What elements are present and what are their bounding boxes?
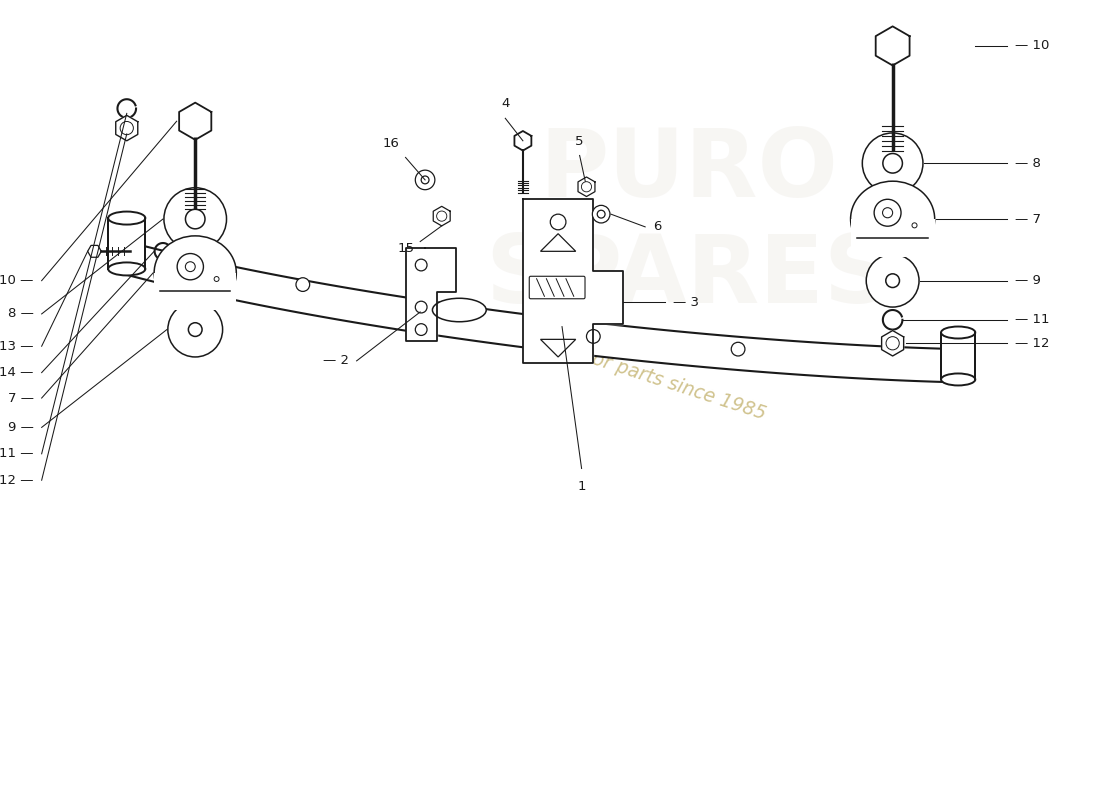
Ellipse shape: [942, 374, 976, 386]
Bar: [154, 273, 236, 310]
Text: 16: 16: [383, 137, 399, 150]
Ellipse shape: [154, 236, 236, 310]
Bar: [850, 219, 935, 257]
Circle shape: [883, 154, 902, 173]
Ellipse shape: [942, 326, 976, 338]
Polygon shape: [522, 199, 623, 363]
Circle shape: [592, 206, 611, 223]
Polygon shape: [126, 242, 958, 382]
Text: 14 —: 14 —: [0, 366, 34, 379]
Ellipse shape: [108, 211, 145, 225]
Circle shape: [177, 254, 204, 280]
Text: 6: 6: [653, 220, 661, 234]
Text: 13 —: 13 —: [0, 340, 34, 353]
Text: — 11: — 11: [1015, 314, 1049, 326]
Circle shape: [912, 223, 917, 228]
Circle shape: [168, 302, 222, 357]
Circle shape: [582, 182, 592, 192]
Polygon shape: [881, 330, 903, 356]
Circle shape: [188, 322, 202, 337]
Circle shape: [120, 122, 133, 134]
Text: 1: 1: [578, 480, 586, 494]
Text: 8 —: 8 —: [8, 307, 34, 321]
Polygon shape: [116, 115, 138, 141]
Text: 4: 4: [502, 98, 509, 110]
Circle shape: [882, 208, 892, 218]
Ellipse shape: [432, 298, 486, 322]
Text: — 9: — 9: [1015, 274, 1041, 287]
Polygon shape: [179, 102, 211, 140]
Text: 9 —: 9 —: [8, 421, 34, 434]
Text: — 7: — 7: [1015, 213, 1041, 226]
Text: — 2: — 2: [322, 354, 349, 367]
Text: 15: 15: [397, 242, 415, 254]
Text: — 8: — 8: [1015, 157, 1041, 170]
Text: 7 —: 7 —: [8, 391, 34, 405]
Ellipse shape: [850, 181, 935, 257]
Circle shape: [421, 176, 429, 184]
Circle shape: [186, 210, 205, 229]
Circle shape: [186, 262, 195, 272]
Circle shape: [866, 254, 918, 307]
Text: — 12: — 12: [1015, 337, 1049, 350]
Circle shape: [586, 330, 601, 343]
Text: 5: 5: [575, 134, 584, 148]
Circle shape: [296, 278, 310, 291]
Circle shape: [164, 188, 227, 250]
Circle shape: [874, 199, 901, 226]
Text: 12 —: 12 —: [0, 474, 34, 486]
Polygon shape: [876, 26, 910, 66]
Polygon shape: [433, 206, 450, 226]
Polygon shape: [406, 248, 456, 342]
Polygon shape: [88, 246, 101, 258]
Circle shape: [732, 342, 745, 356]
Circle shape: [416, 302, 427, 313]
Polygon shape: [515, 131, 531, 150]
Ellipse shape: [108, 262, 145, 275]
Bar: [942, 333, 976, 379]
Circle shape: [597, 210, 605, 218]
Circle shape: [886, 274, 900, 287]
Circle shape: [416, 259, 427, 271]
Circle shape: [416, 324, 427, 335]
Circle shape: [437, 211, 447, 221]
Text: — 3: — 3: [672, 296, 698, 309]
Text: — 10: — 10: [1015, 39, 1049, 53]
Text: PURO
SPARES: PURO SPARES: [486, 125, 892, 323]
Circle shape: [550, 214, 565, 230]
Polygon shape: [578, 177, 595, 197]
Circle shape: [214, 277, 219, 282]
Bar: [108, 218, 145, 269]
FancyBboxPatch shape: [529, 276, 585, 298]
Text: 10 —: 10 —: [0, 274, 34, 287]
Circle shape: [886, 337, 899, 350]
Text: a passion for parts since 1985: a passion for parts since 1985: [493, 318, 768, 423]
Circle shape: [862, 133, 923, 194]
Text: 11 —: 11 —: [0, 447, 34, 460]
Circle shape: [416, 170, 434, 190]
